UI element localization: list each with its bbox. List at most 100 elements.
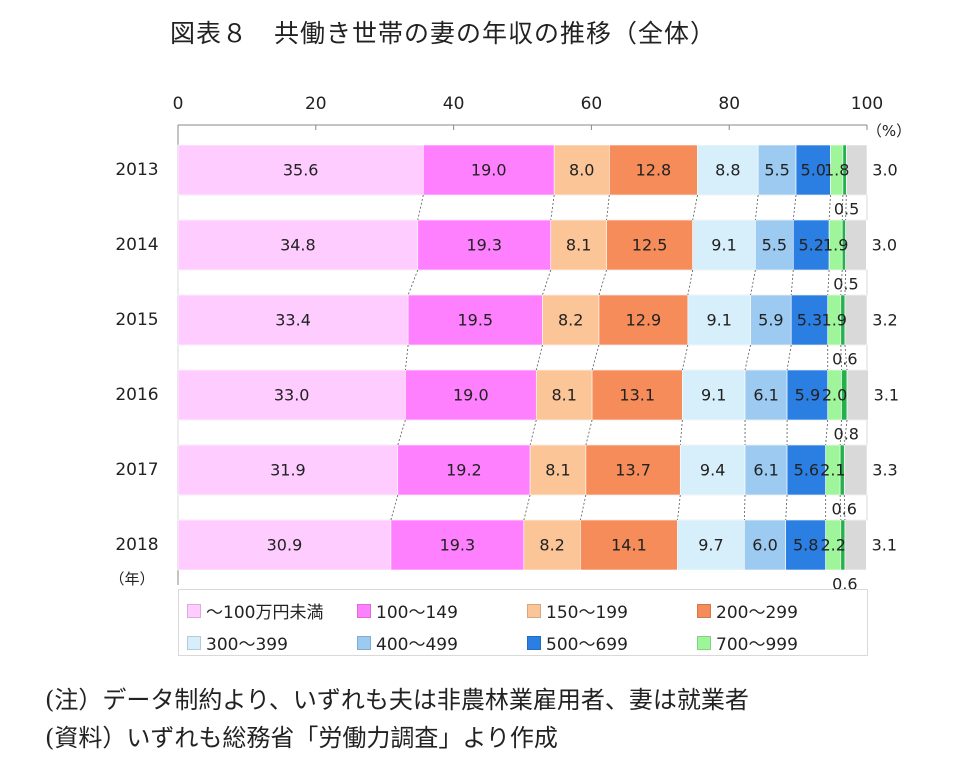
connector-line xyxy=(840,269,843,296)
data-label: 3.3 xyxy=(872,461,897,480)
connector-line xyxy=(542,269,552,296)
data-label: 31.9 xyxy=(270,461,306,480)
y-category-label: 2015 xyxy=(115,310,158,330)
data-label: 9.1 xyxy=(701,386,726,405)
legend-label: ～100万円未満 xyxy=(206,603,324,623)
note-text: (注）データ制約より、いずれも夫は非農林業雇用者、妻は就業者 xyxy=(45,686,749,714)
connector-line xyxy=(828,194,831,221)
legend-label: 700～999 xyxy=(716,635,798,655)
bar-segment xyxy=(757,144,797,196)
data-label: 14.1 xyxy=(611,536,647,555)
connector-line xyxy=(677,494,681,521)
bar-gap-band xyxy=(177,419,868,446)
data-label: 3.1 xyxy=(874,386,899,405)
legend-label: 150～199 xyxy=(546,603,628,623)
y-category-label: 2016 xyxy=(115,385,158,405)
connector-line xyxy=(786,344,792,371)
connector-line xyxy=(606,194,610,221)
bar-segment xyxy=(744,519,786,571)
x-tick-label: 60 xyxy=(581,94,603,114)
connector-line xyxy=(679,419,683,446)
legend-item: 500～699 xyxy=(527,630,628,655)
x-tick-label: 40 xyxy=(443,94,465,114)
bar-segment xyxy=(697,144,759,196)
connector-line xyxy=(417,194,424,221)
legend-label: 100～149 xyxy=(376,603,458,623)
source-text: (資料）いずれも総務省「労働力調査」より作成 xyxy=(45,724,558,752)
bar-segment xyxy=(542,294,600,346)
connector-line xyxy=(754,194,759,221)
data-label: 5.9 xyxy=(758,311,783,330)
legend-item: 150～199 xyxy=(527,598,628,623)
data-label: 12.9 xyxy=(626,311,662,330)
data-label: 5.8 xyxy=(793,536,818,555)
chart-title: 図表８ 共働き世帯の妻の年収の推移（全体） xyxy=(170,19,717,48)
legend-swatch xyxy=(527,603,541,618)
bar-segment xyxy=(407,294,543,346)
bar-segment xyxy=(585,444,681,496)
bar-segment xyxy=(553,144,610,196)
connector-line xyxy=(390,494,399,521)
connector-line xyxy=(591,344,600,371)
connector-line xyxy=(843,494,846,521)
data-label: 33.0 xyxy=(274,386,310,405)
data-label: 13.1 xyxy=(619,386,655,405)
x-tick-label: 100 xyxy=(851,94,883,114)
data-label: 19.0 xyxy=(453,386,489,405)
connector-line xyxy=(843,419,848,446)
data-label: 9.1 xyxy=(706,311,731,330)
legend-swatch xyxy=(187,635,201,650)
x-tick-label: 20 xyxy=(305,94,327,114)
bar-segment xyxy=(846,144,868,196)
bar-segment xyxy=(422,144,555,196)
data-label: 8.1 xyxy=(545,461,570,480)
bar-segment xyxy=(550,219,607,271)
bar-segment xyxy=(843,444,868,496)
bar-segment xyxy=(786,369,829,421)
bar-segment xyxy=(417,219,552,271)
data-label: 1.9 xyxy=(823,236,848,255)
legend-swatch xyxy=(527,635,541,650)
legend-swatch xyxy=(187,603,201,618)
connector-line xyxy=(598,269,607,296)
data-label: 33.4 xyxy=(275,311,311,330)
connector-line xyxy=(579,494,587,521)
bar-segment xyxy=(790,294,829,346)
data-label: 0.6 xyxy=(832,350,857,369)
connector-line xyxy=(744,344,751,371)
data-label: 30.9 xyxy=(267,536,303,555)
connector-line xyxy=(841,194,844,221)
connector-line xyxy=(792,194,797,221)
legend-item: 400～499 xyxy=(357,630,458,655)
bar-segment xyxy=(844,519,867,571)
connector-line xyxy=(550,194,555,221)
data-label: 2.1 xyxy=(820,461,845,480)
bar-segment xyxy=(785,519,826,571)
bar-segment xyxy=(397,444,531,496)
y-category-label: 2018 xyxy=(115,535,158,555)
bar-segment xyxy=(786,444,826,496)
data-label: 0.5 xyxy=(833,275,858,294)
data-label: 35.6 xyxy=(283,161,319,180)
bar-gap-band xyxy=(177,344,868,371)
data-label: 5.0 xyxy=(801,161,826,180)
bar-segment xyxy=(609,144,698,196)
data-label: 5.3 xyxy=(797,311,822,330)
stacked-bar-chart: 0 20 40 60 80 100 （%） （年） 2013 35.6 19.0 8.0 12.8 8.8… xyxy=(109,94,911,590)
data-label: 8.1 xyxy=(566,236,591,255)
data-label: 8.2 xyxy=(539,536,564,555)
y-category-label: 2017 xyxy=(115,460,158,480)
bar-segment xyxy=(177,519,392,571)
bar-segment xyxy=(750,294,792,346)
data-label: 8.2 xyxy=(558,311,583,330)
y-category-label: 2014 xyxy=(115,235,158,255)
legend-item: 300～399 xyxy=(187,630,288,655)
legend-label: 200～299 xyxy=(716,603,798,623)
bar-segment xyxy=(679,444,746,496)
data-label: 0.5 xyxy=(834,200,859,219)
bar-segment xyxy=(390,519,525,571)
legend-item: 200～299 xyxy=(697,598,798,623)
data-label: 19.0 xyxy=(471,161,507,180)
data-label: 6.1 xyxy=(753,461,778,480)
connector-line xyxy=(687,269,694,296)
